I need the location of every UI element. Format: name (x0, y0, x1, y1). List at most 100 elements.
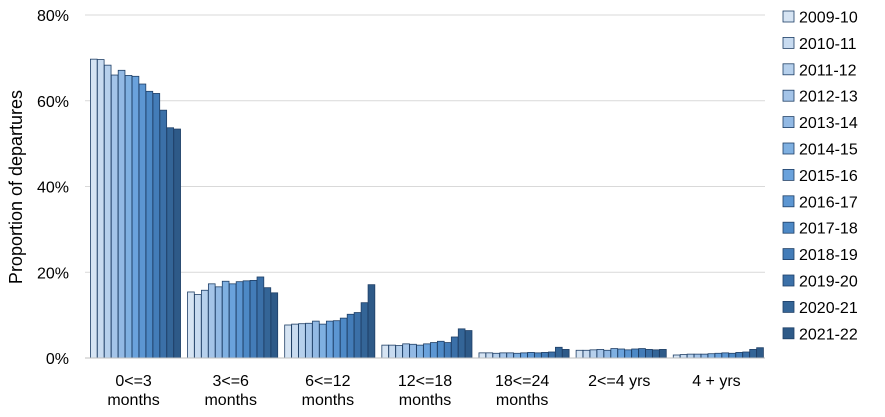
legend-item: 2016-17 (782, 194, 858, 211)
legend-item: 2012-13 (782, 89, 858, 106)
bar-2018-19 (249, 279, 258, 359)
bar-2016-17 (721, 352, 730, 359)
bar-2020-21 (263, 287, 272, 359)
bar-2009-10 (90, 58, 98, 359)
legend-swatch (782, 327, 795, 340)
x-axis-tick-labels: 0<=3 months 3<=6 months 6<=12 months 12<=18 mon… (107, 373, 740, 409)
bar-2019-20 (353, 312, 362, 359)
bar-2021-22 (561, 349, 570, 359)
bar-2018-19 (152, 93, 161, 359)
legend-item: 2020-21 (782, 300, 858, 317)
x-tick-label: 4 + yrs (692, 373, 740, 390)
bar-2014-15 (124, 75, 133, 359)
bar-2010-11 (582, 349, 591, 359)
x-tick-label: 0<=3 months (107, 373, 159, 409)
bar-2009-10 (284, 324, 292, 359)
bar-2020-21 (166, 127, 174, 359)
legend-label: 2019-20 (799, 274, 858, 291)
bar-2016-17 (430, 342, 438, 359)
y-tick-label: 0% (46, 351, 69, 368)
legend-item: 2010-11 (782, 36, 857, 53)
bar-2015-16 (423, 343, 431, 359)
legend-swatch (782, 221, 795, 234)
bar-2010-11 (388, 344, 396, 359)
bar-2015-16 (714, 352, 723, 359)
bar-2018-19 (541, 352, 549, 359)
bar-2015-16 (325, 320, 334, 359)
legend-label: 2017-18 (799, 221, 858, 238)
bar-2021-22 (659, 349, 667, 359)
bar-2019-20 (548, 351, 556, 359)
legend-item: 2011-12 (782, 62, 857, 79)
bar-2021-22 (270, 292, 279, 359)
legend-label: 2018-19 (799, 247, 858, 264)
bar-2014-15 (707, 353, 716, 359)
bar-2018-19 (346, 313, 355, 359)
bar-2019-20 (159, 109, 168, 359)
bar-2012-13 (207, 283, 216, 359)
bar-2014-15 (319, 323, 327, 359)
y-tick-label: 80% (37, 8, 69, 25)
y-tick-label: 60% (37, 94, 69, 111)
x-tick-label: 6<=12 months (302, 373, 354, 409)
bar-2020-21 (555, 346, 563, 359)
bar-2014-15 (610, 348, 619, 359)
legend-swatch (782, 63, 795, 76)
bar-2017-18 (145, 90, 154, 359)
bar-2020-21 (360, 302, 369, 359)
bar-2018-19 (443, 342, 452, 359)
bar-2012-13 (402, 343, 410, 359)
bar-2014-15 (513, 352, 521, 359)
legend-label: 2010-11 (799, 36, 857, 53)
legend-label: 2011-12 (799, 62, 857, 79)
x-tick-label: 3<=6 months (204, 373, 256, 409)
legend-item: 2014-15 (782, 142, 858, 159)
bar-2019-20 (256, 276, 265, 359)
bar-2019-20 (742, 351, 750, 359)
bar-2021-22 (367, 284, 376, 359)
bar-2012-13 (596, 349, 605, 359)
bar-2021-22 (756, 347, 764, 359)
legend-swatch (782, 142, 795, 155)
bar-2015-16 (131, 75, 140, 359)
legend: 2009-10 2010-11 2011-12 2012-13 2013-14 2014-… (782, 10, 858, 343)
legend-label: 2020-21 (799, 300, 858, 317)
x-tick-label: 12<=18 months (398, 373, 452, 409)
bar-2018-19 (735, 352, 743, 359)
bar-2010-11 (485, 352, 494, 359)
bar-2013-14 (603, 349, 612, 359)
bar-2021-22 (464, 330, 473, 359)
legend-swatch (782, 37, 795, 49)
legend-swatch (782, 274, 795, 287)
bar-2009-10 (478, 352, 487, 359)
y-axis-tick-labels: 0% 20% 40% 60% 80% (37, 8, 69, 368)
legend-swatch (782, 89, 795, 102)
bar-2010-11 (194, 294, 202, 359)
legend-label: 2015-16 (799, 168, 858, 185)
bar-2012-13 (693, 353, 702, 359)
legend-swatch (782, 116, 795, 128)
legend-item: 2018-19 (782, 247, 858, 264)
legend-label: 2021-22 (799, 326, 858, 343)
bar-2017-18 (728, 352, 736, 359)
legend-item: 2013-14 (782, 115, 858, 132)
bar-2013-14 (214, 286, 223, 359)
legend-item: 2019-20 (782, 274, 858, 291)
bar-2021-22 (173, 128, 181, 359)
legend-item: 2017-18 (782, 221, 858, 238)
y-tick-label: 20% (37, 265, 69, 282)
bar-2017-18 (339, 317, 348, 359)
bar-2017-18 (534, 352, 542, 359)
x-tick-label: 18<=24 months (495, 373, 549, 409)
bar-2016-17 (624, 349, 632, 359)
legend-item: 2015-16 (782, 168, 858, 185)
legend-swatch (782, 195, 795, 208)
legend-swatch (782, 300, 795, 313)
bar-2013-14 (506, 352, 514, 359)
bar-2020-21 (652, 349, 660, 359)
bar-2011-12 (298, 323, 306, 359)
bar-2013-14 (117, 69, 126, 359)
bar-2015-16 (617, 348, 625, 359)
bar-2009-10 (575, 349, 584, 359)
bar-2020-21 (749, 349, 757, 359)
